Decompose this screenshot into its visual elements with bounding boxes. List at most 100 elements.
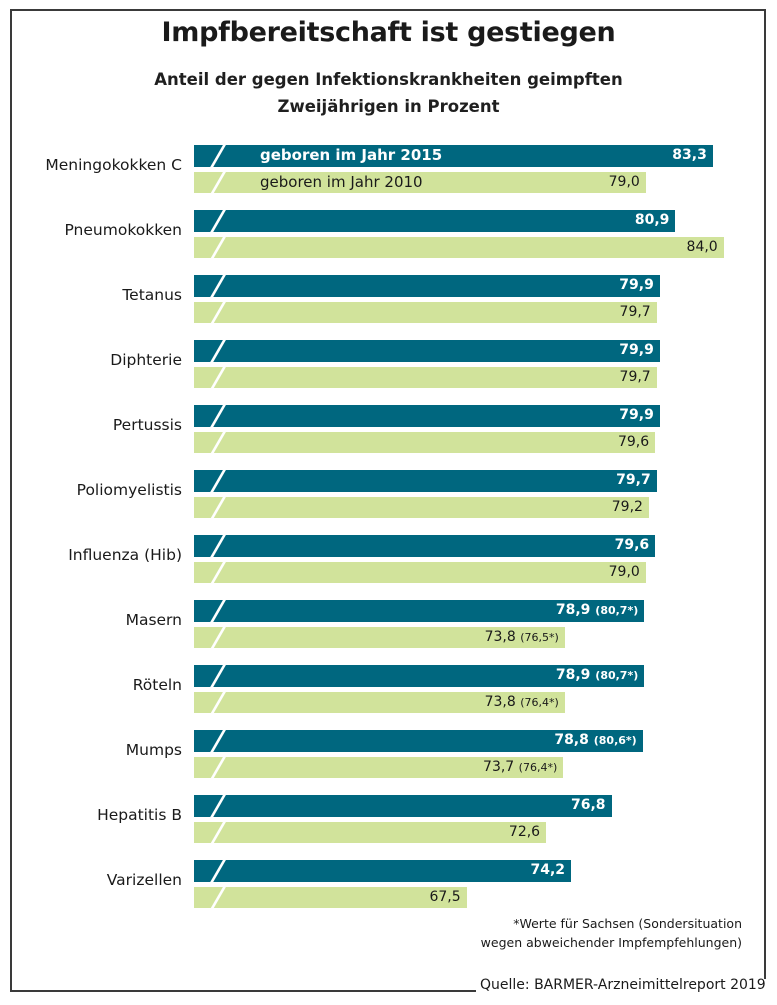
- axis-break-mark: [207, 822, 228, 843]
- data-label-value: 73,7: [483, 759, 515, 775]
- category-label: Röteln: [132, 676, 182, 694]
- data-label-value: 78,9: [555, 602, 591, 618]
- data-label: 74,2: [530, 862, 565, 878]
- category-label: Tetanus: [122, 286, 182, 304]
- bar-born-2015: 79,9: [194, 340, 660, 362]
- frame-border-top: [10, 9, 766, 11]
- data-label-value: 79,9: [619, 277, 654, 293]
- data-label: 83,3: [672, 147, 707, 163]
- data-label: 79,7: [620, 304, 651, 320]
- legend-entry: geboren im Jahr 2015: [260, 146, 443, 164]
- axis-break-mark: [207, 887, 228, 908]
- bar-born-2010: 73,7 (76,4*): [194, 757, 564, 778]
- category-label: Varizellen: [106, 871, 182, 889]
- data-label-value: 79,6: [617, 434, 650, 450]
- axis-break-mark: [207, 665, 228, 687]
- bar-born-2015: 79,7: [194, 470, 657, 492]
- category-label: Masern: [125, 611, 182, 629]
- data-label-sachsen: (80,7*): [595, 669, 639, 682]
- frame-border-left: [10, 9, 12, 992]
- bar-born-2010: 79,6: [194, 432, 656, 453]
- bar-born-2015: 80,9: [194, 210, 676, 232]
- category-label: Influenza (Hib): [68, 546, 182, 564]
- data-label-value: 79,7: [619, 304, 651, 320]
- data-label: 67,5: [429, 889, 460, 905]
- axis-break-mark: [207, 405, 228, 427]
- chart-subtitle-line-1: Anteil der gegen Infektionskrankheiten g…: [154, 70, 623, 89]
- bar-born-2015: 79,9: [194, 405, 660, 427]
- bar-born-2015: 79,9: [194, 275, 660, 297]
- axis-break-mark: [207, 145, 228, 167]
- data-label-sachsen: (76,4*): [520, 696, 559, 709]
- data-label-sachsen: (76,4*): [518, 761, 558, 774]
- data-label: 79,9: [619, 342, 654, 358]
- data-label-value: 67,5: [429, 889, 461, 905]
- bar-born-2015: geboren im Jahr 2015 83,3: [194, 145, 713, 167]
- data-label: 78,8 (80,6*): [554, 732, 636, 748]
- data-label-value: 79,9: [619, 342, 654, 358]
- data-label: 79,9: [619, 277, 654, 293]
- axis-break-mark: [207, 795, 228, 817]
- axis-break-mark: [207, 730, 228, 752]
- data-label: 73,8 (76,4*): [485, 694, 559, 710]
- data-label-value: 79,2: [611, 499, 643, 515]
- data-label-sachsen: (80,6*): [593, 734, 637, 747]
- axis-break-mark: [207, 470, 228, 492]
- category-label: Mumps: [125, 741, 182, 759]
- bar-born-2015: 78,9 (80,7*): [194, 665, 645, 687]
- bar-born-2010: 79,7: [194, 302, 657, 323]
- data-label: 79,7: [620, 369, 651, 385]
- data-label: 73,7 (76,4*): [483, 759, 557, 775]
- data-label-value: 80,9: [634, 212, 670, 228]
- axis-break-mark: [207, 562, 228, 583]
- category-label: Pertussis: [112, 416, 182, 434]
- bar-born-2010: 72,6: [194, 822, 547, 843]
- data-label: 79,0: [609, 564, 640, 580]
- bar-born-2010: 84,0: [194, 237, 724, 258]
- axis-break-mark: [207, 860, 228, 882]
- axis-break-mark: [207, 692, 228, 713]
- axis-break-mark: [207, 432, 228, 453]
- data-label: 78,9 (80,7*): [556, 667, 638, 683]
- data-label-value: 83,3: [672, 147, 707, 163]
- data-label-value: 79,0: [608, 564, 640, 580]
- bar-born-2015: 76,8: [194, 795, 612, 817]
- footnote-line-2: wegen abweichender Impfempfehlungen): [480, 935, 742, 950]
- axis-break-mark: [207, 210, 228, 232]
- data-label: 79,6: [618, 434, 649, 450]
- data-label-value: 79,7: [619, 369, 651, 385]
- bar-born-2010: 79,0: [194, 562, 646, 583]
- axis-break-mark: [207, 757, 228, 778]
- axis-break-mark: [207, 535, 228, 557]
- axis-break-mark: [207, 497, 228, 518]
- data-label: 76,8: [571, 797, 606, 813]
- bar-born-2015: 74,2: [194, 860, 572, 882]
- data-label-value: 79,0: [608, 174, 640, 190]
- axis-break-mark: [207, 172, 228, 193]
- data-label-value: 79,9: [619, 407, 654, 423]
- data-label-value: 78,8: [554, 732, 589, 748]
- axis-break-mark: [207, 367, 228, 388]
- bar-born-2015: 78,8 (80,6*): [194, 730, 643, 752]
- data-label: 73,8 (76,5*): [485, 629, 559, 645]
- footnote-line-1: *Werte für Sachsen (Sondersituation: [513, 916, 742, 931]
- frame-border-right: [764, 9, 766, 979]
- bar-born-2010: 73,8 (76,4*): [194, 692, 565, 713]
- data-label: 79,0: [609, 174, 640, 190]
- bar-born-2010: 73,8 (76,5*): [194, 627, 565, 648]
- data-label: 79,9: [619, 407, 654, 423]
- data-label-value: 74,2: [530, 862, 566, 878]
- bar-born-2010: 79,2: [194, 497, 649, 518]
- bar-born-2010: 79,7: [194, 367, 657, 388]
- data-label-value: 78,9: [555, 667, 591, 683]
- chart-title: Impfbereitschaft ist gestiegen: [161, 17, 616, 48]
- bar-born-2015: 78,9 (80,7*): [194, 600, 645, 622]
- bar-born-2010: 67,5: [194, 887, 467, 908]
- data-label: 78,9 (80,7*): [556, 602, 638, 618]
- bar-born-2010: geboren im Jahr 2010 79,0: [194, 172, 646, 193]
- category-label: Meningokokken C: [45, 156, 182, 174]
- axis-break-mark: [207, 302, 228, 323]
- data-label-value: 79,7: [616, 472, 651, 488]
- frame-border-bottom: [10, 990, 476, 992]
- data-label: 79,6: [615, 537, 650, 553]
